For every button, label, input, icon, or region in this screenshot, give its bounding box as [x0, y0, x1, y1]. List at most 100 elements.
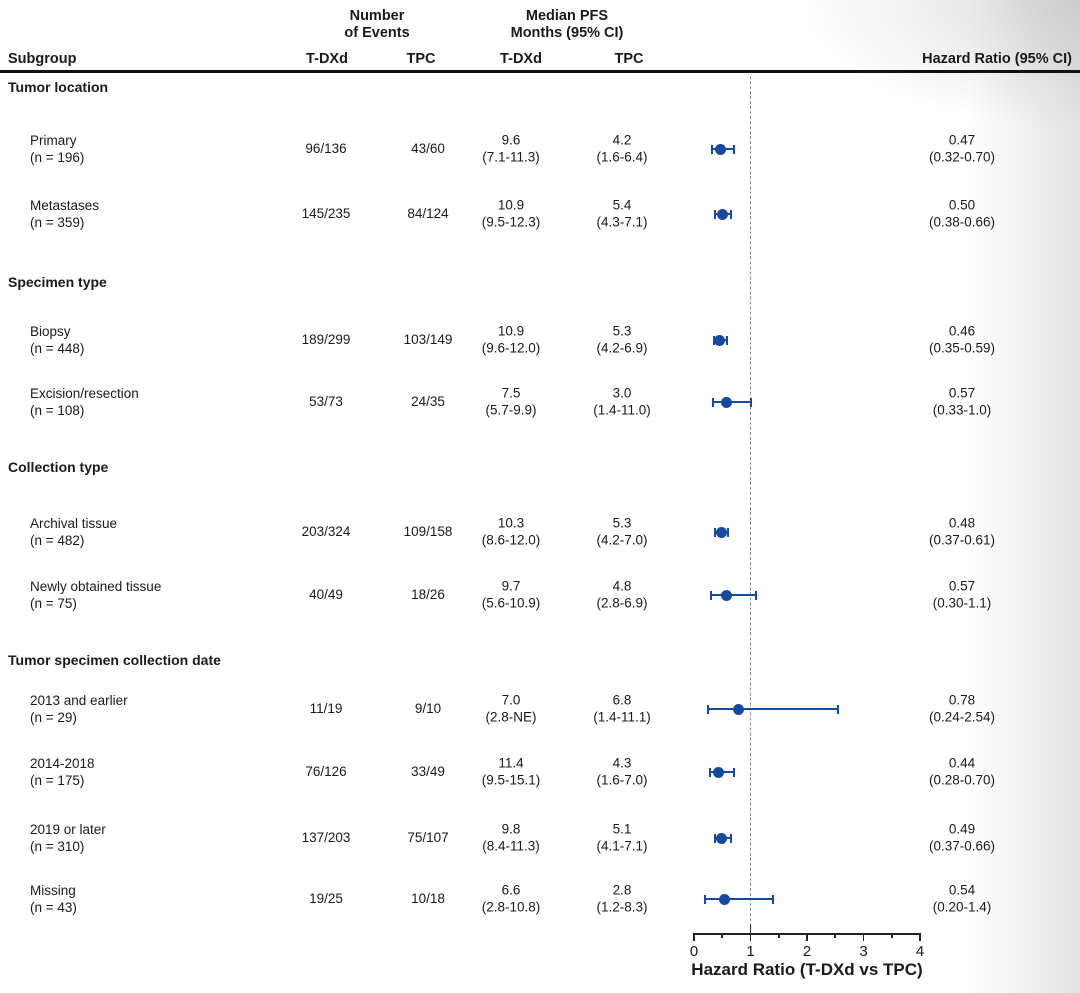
events-tpc-cell: 9/10 — [414, 700, 442, 716]
pfs-tpc-cell: 5.4 (4.3-7.1) — [596, 198, 647, 231]
hr-ci: (0.35-0.59) — [928, 340, 996, 355]
background-gradient-corner — [800, 0, 1080, 130]
pfs-tdxd-ci: (7.1-11.3) — [482, 149, 540, 164]
events-tpc-cell: 33/49 — [411, 763, 445, 779]
events-tpc-cell: 109/158 — [403, 523, 453, 539]
forest-point — [732, 703, 744, 715]
x-major-tick — [806, 933, 808, 941]
pfs-tpc-median: 2.8 — [612, 882, 632, 898]
ci-cap-left — [704, 894, 707, 904]
pfs-tpc-ci: (1.4-11.0) — [593, 402, 651, 417]
row-label-n: (n = 196) — [30, 150, 85, 165]
row-label: Excision/resection (n = 108) — [30, 385, 139, 419]
ci-cap-left — [711, 397, 714, 407]
row-label: 2019 or later (n = 310) — [30, 821, 106, 855]
forest-point — [716, 832, 728, 844]
pfs-tpc-cell: 4.3 (1.6-7.0) — [596, 756, 647, 789]
pfs-tdxd-cell: 6.6 (2.8-10.8) — [482, 883, 541, 916]
events-tdxd-cell: 40/49 — [309, 586, 343, 602]
pfs-tpc-median: 4.2 — [612, 132, 632, 148]
pfs-tpc-ci: (1.6-7.0) — [596, 772, 648, 787]
hr-ci: (0.38-0.66) — [928, 214, 996, 229]
pfs-tdxd-cell: 7.5 (5.7-9.9) — [485, 386, 536, 419]
pfs-tdxd-cell: 11.4 (9.5-15.1) — [482, 756, 541, 789]
row-label-name: 2013 and earlier — [30, 693, 128, 708]
hr-value: 0.49 — [948, 821, 976, 837]
pfs-group-header-line2: Months (95% CI) — [510, 25, 624, 41]
events-tpc-cell: 43/60 — [411, 140, 445, 156]
events-tpc-cell: 75/107 — [407, 829, 449, 845]
events-tdxd-cell: 137/203 — [301, 829, 351, 845]
hr-value: 0.47 — [948, 132, 976, 148]
pfs-tdxd-cell: 10.9 (9.5-12.3) — [482, 198, 541, 231]
pfs-tdxd-median: 10.9 — [497, 197, 525, 213]
events-tpc-cell: 10/18 — [411, 890, 445, 906]
hr-value: 0.44 — [948, 755, 976, 771]
forest-point — [713, 766, 725, 778]
x-major-tick — [749, 933, 752, 941]
ci-cap-right — [732, 144, 735, 154]
pfs-tpc-cell: 2.8 (1.2-8.3) — [596, 883, 647, 916]
background-gradient-right — [970, 0, 1080, 993]
ci-line — [705, 898, 774, 900]
row-label-n: (n = 448) — [30, 341, 85, 356]
events-group-header-line2: of Events — [344, 25, 410, 41]
pfs-tdxd-cell: 10.3 (8.6-12.0) — [482, 516, 541, 549]
row-label-n: (n = 359) — [30, 215, 85, 230]
hr-cell: 0.57 (0.33-1.0) — [933, 386, 992, 419]
forest-point — [720, 396, 732, 408]
row-label: Metastases (n = 359) — [30, 197, 99, 231]
pfs-tpc-ci: (2.8-6.9) — [596, 595, 648, 610]
x-tick-label: 3 — [859, 943, 868, 960]
row-label-n: (n = 29) — [30, 710, 77, 725]
forest-point — [720, 589, 732, 601]
forest-point — [714, 334, 726, 346]
hr-ci: (0.32-0.70) — [928, 149, 996, 164]
forest-point — [716, 208, 728, 220]
ci-cap-left — [708, 767, 711, 777]
pfs-tdxd-median: 9.8 — [501, 821, 521, 837]
hr-value: 0.54 — [948, 882, 976, 898]
pfs-tpc-cell: 6.8 (1.4-11.1) — [593, 693, 651, 726]
row-label-name: Primary — [30, 133, 77, 148]
pfs-tpc-ci: (4.1-7.1) — [596, 838, 648, 853]
hr-value: 0.78 — [948, 692, 976, 708]
pfs-tdxd-cell: 9.6 (7.1-11.3) — [482, 133, 540, 166]
ci-cap-right — [836, 704, 839, 714]
row-label-name: Newly obtained tissue — [30, 579, 162, 594]
pfs-tdxd-ci: (9.6-12.0) — [481, 340, 541, 355]
row-label-n: (n = 310) — [30, 839, 85, 854]
events-tdxd-cell: 53/73 — [309, 393, 343, 409]
x-minor-tick — [777, 933, 780, 938]
pfs-tdxd-ci: (9.5-12.3) — [481, 214, 541, 229]
group-header: Tumor location — [8, 79, 109, 95]
hr-ci: (0.37-0.61) — [928, 532, 996, 547]
events-tdxd-cell: 19/25 — [309, 890, 343, 906]
forest-point — [719, 893, 730, 905]
row-label: Archival tissue (n = 482) — [30, 515, 117, 549]
hr-ci: (0.28-0.70) — [928, 772, 996, 787]
pfs-tpc-median: 5.4 — [612, 197, 632, 213]
pfs-tdxd-cell: 7.0 (2.8-NE) — [485, 693, 536, 726]
x-axis-label: Hazard Ratio (T-DXd vs TPC) — [691, 960, 923, 979]
row-label-name: Biopsy — [30, 324, 71, 339]
events-tdxd-cell: 96/136 — [305, 140, 347, 156]
events-tpc-column-header: TPC — [406, 51, 436, 67]
hr-ci: (0.33-1.0) — [932, 402, 992, 417]
pfs-tdxd-ci: (8.6-12.0) — [481, 532, 541, 547]
pfs-tpc-ci: (4.3-7.1) — [596, 214, 648, 229]
x-tick-label: 0 — [689, 943, 699, 960]
ci-line — [710, 594, 757, 596]
forest-point — [715, 143, 727, 155]
events-tdxd-cell: 76/126 — [305, 763, 347, 779]
forest-point — [715, 526, 727, 538]
pfs-tdxd-median: 6.6 — [501, 882, 521, 898]
hr-cell: 0.57 (0.30-1.1) — [933, 579, 992, 612]
row-label-n: (n = 43) — [30, 900, 77, 915]
pfs-tdxd-ci: (9.5-15.1) — [481, 772, 541, 787]
ci-cap-left — [709, 590, 712, 600]
pfs-tpc-ci: (4.2-7.0) — [596, 532, 648, 547]
reference-line-hr1 — [749, 76, 751, 931]
hr-ci: (0.24-2.54) — [928, 709, 996, 724]
